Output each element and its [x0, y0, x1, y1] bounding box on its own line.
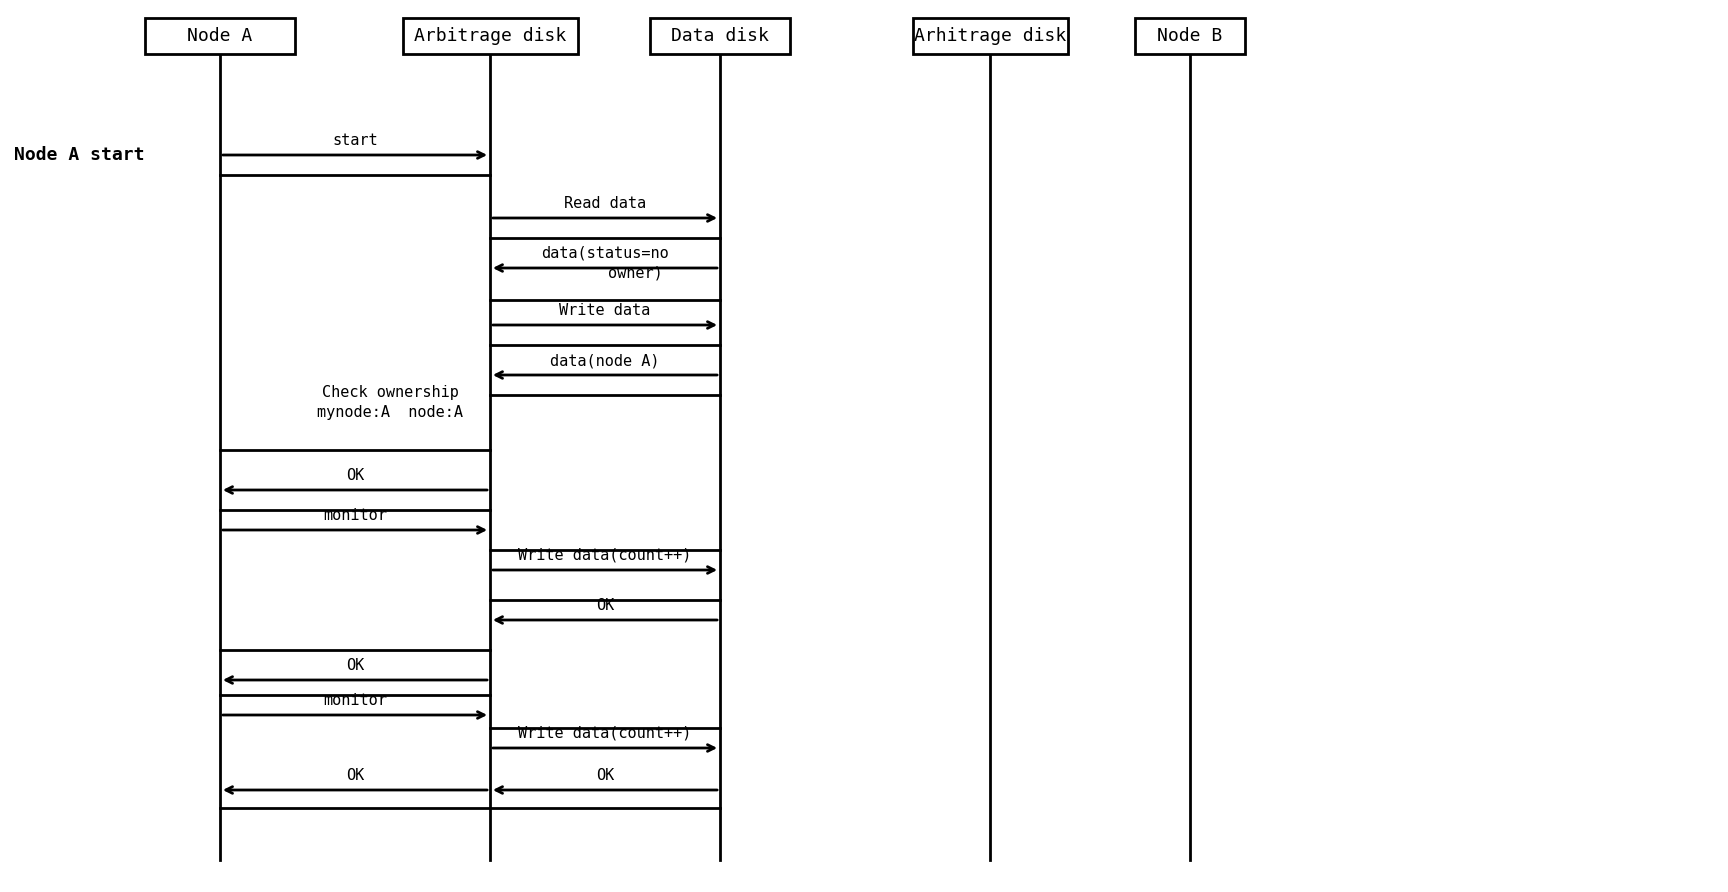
Bar [145, 18, 295, 54]
Text: Arhitrage disk: Arhitrage disk [914, 27, 1066, 45]
Bar [650, 18, 790, 54]
Text: Node B: Node B [1158, 27, 1223, 45]
Text: Check ownership: Check ownership [321, 385, 458, 400]
Text: OK: OK [346, 768, 365, 783]
Text: Write data: Write data [560, 303, 651, 318]
Text: start: start [332, 133, 378, 148]
Text: monitor: monitor [323, 693, 387, 708]
Text: OK: OK [596, 768, 613, 783]
Text: Write data(count++): Write data(count++) [518, 726, 691, 741]
Text: owner): owner) [608, 266, 662, 281]
Text: monitor: monitor [323, 508, 387, 523]
Bar [1135, 18, 1244, 54]
Text: OK: OK [596, 598, 613, 613]
Text: Node A start: Node A start [14, 146, 145, 164]
Text: OK: OK [346, 658, 365, 673]
Text: Data disk: Data disk [670, 27, 769, 45]
Text: Arbitrage disk: Arbitrage disk [415, 27, 567, 45]
Text: mynode:A  node:A: mynode:A node:A [316, 405, 463, 420]
Text: data(node A): data(node A) [550, 353, 660, 368]
Text: Write data(count++): Write data(count++) [518, 548, 691, 563]
Text: Read data: Read data [563, 196, 646, 211]
Text: data(status=no: data(status=no [541, 246, 669, 261]
Text: OK: OK [346, 468, 365, 483]
Bar [912, 18, 1068, 54]
Text: Node A: Node A [187, 27, 252, 45]
Bar [403, 18, 577, 54]
